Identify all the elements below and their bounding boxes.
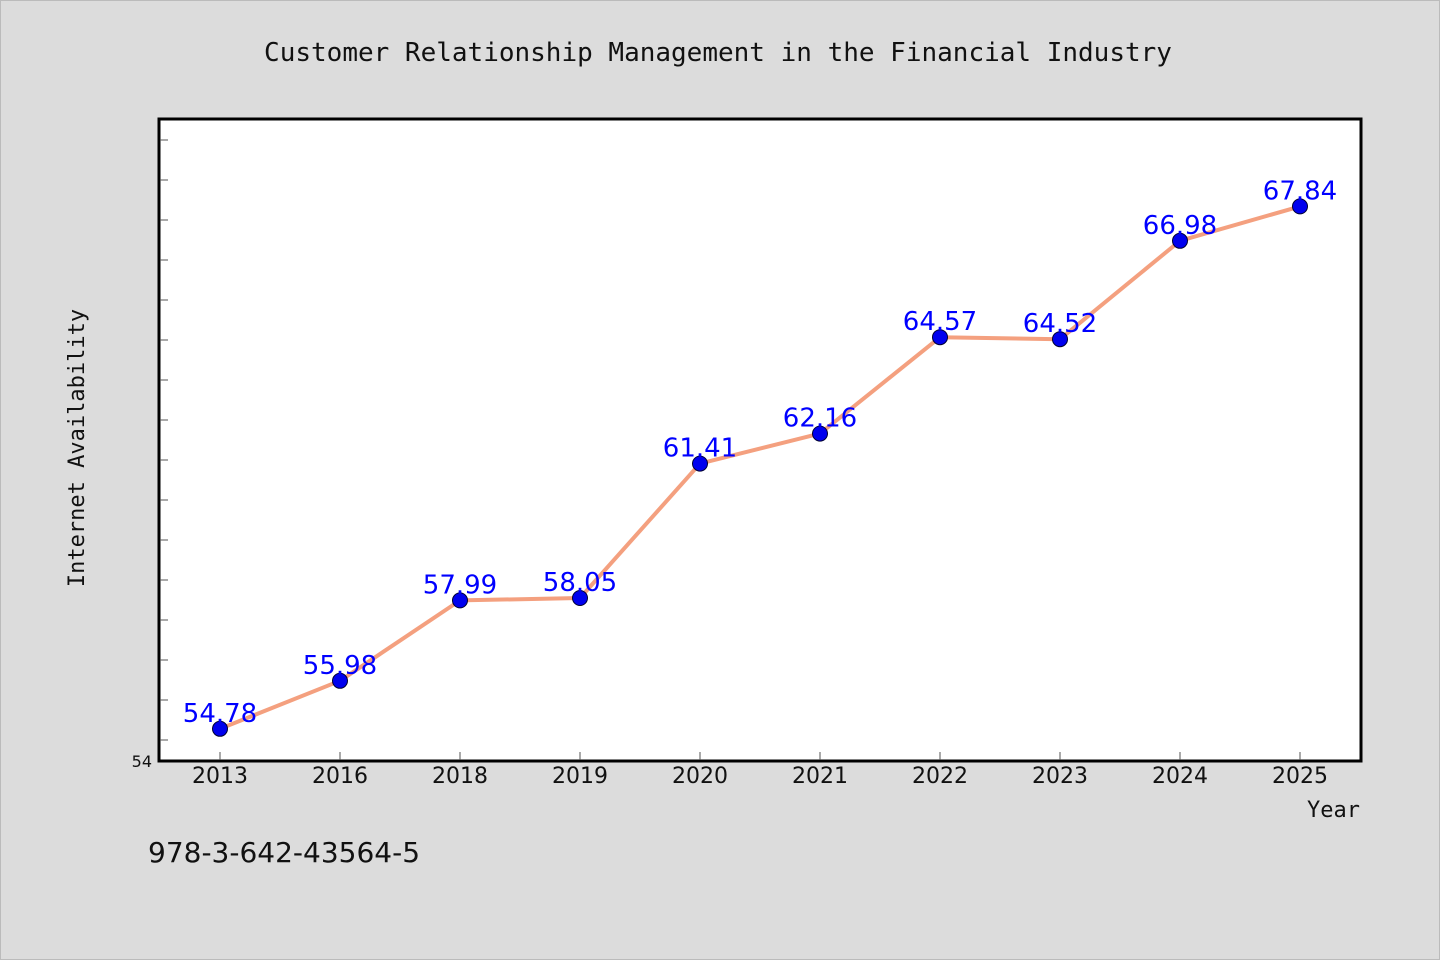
x-tick-label: 2018 — [432, 764, 488, 789]
data-point-marker — [812, 425, 828, 442]
series-markers — [212, 198, 1308, 737]
plot-area — [157, 117, 1363, 763]
data-point-marker — [452, 592, 468, 609]
data-point-marker — [1292, 198, 1308, 215]
data-label: 55.98 — [303, 651, 377, 681]
chart-title: Customer Relationship Management in the … — [264, 38, 1172, 68]
x-axis-title: Year — [1307, 798, 1360, 823]
x-tick-label: 2019 — [552, 764, 608, 789]
data-labels: 54.78 55.98 57.99 58.05 61.41 62.16 64.57 64.52… — [183, 176, 1337, 728]
isbn-footnote: 978-3-642-43564-5 — [148, 836, 420, 869]
x-tick-label: 2024 — [1152, 764, 1208, 789]
series-line-group — [219, 204, 1301, 731]
data-point-marker — [1052, 331, 1068, 348]
x-tick-label: 2022 — [912, 764, 968, 789]
data-label: 58.05 — [543, 568, 617, 598]
data-label: 64.57 — [903, 307, 977, 337]
data-label: 54.78 — [183, 699, 257, 729]
data-label: 66.98 — [1143, 211, 1217, 241]
data-label: 64.52 — [1023, 309, 1097, 339]
data-point-marker — [332, 672, 348, 689]
data-label: 61.41 — [663, 434, 737, 464]
y-axis-ticks — [160, 139, 168, 741]
data-label: 57.99 — [423, 570, 497, 600]
data-point-marker — [692, 455, 708, 472]
y-axis-min-label: 54 — [132, 752, 152, 771]
y-axis-title: Internet Availability — [65, 309, 90, 587]
data-point-marker — [1172, 232, 1188, 249]
data-label: 62.16 — [783, 404, 857, 434]
x-tick-label: 2023 — [1032, 764, 1088, 789]
x-tick-label: 2020 — [672, 764, 728, 789]
x-axis-ticks: 2013 2016 2018 2019 2020 2021 2022 2023 2024 2025 — [192, 752, 1328, 789]
data-point-marker — [572, 590, 588, 606]
x-tick-label: 2016 — [312, 764, 368, 789]
x-tick-label: 2021 — [792, 764, 848, 789]
data-label: 67.84 — [1263, 176, 1337, 206]
data-point-marker — [212, 720, 228, 737]
series-line — [219, 204, 1301, 731]
x-tick-label: 2013 — [192, 764, 248, 789]
x-tick-label: 2025 — [1272, 764, 1328, 789]
data-point-marker — [932, 329, 948, 346]
